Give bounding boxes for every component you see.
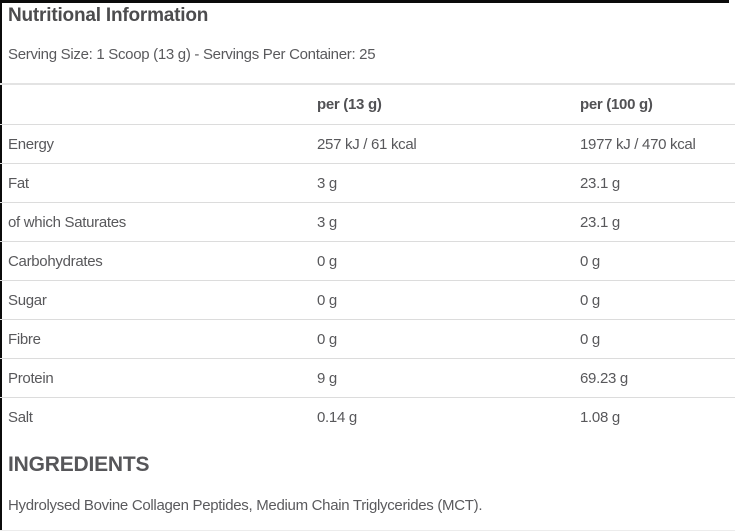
table-row: Fat 3 g 23.1 g: [0, 164, 735, 203]
row-label: Protein: [8, 369, 54, 387]
row-label: Fibre: [8, 330, 41, 348]
row-label: Salt: [8, 409, 33, 426]
row-label: Carbohydrates: [8, 252, 103, 270]
table-header-row: per (13 g) per (100 g): [0, 85, 735, 125]
column-header-per-serving: per (13 g): [317, 96, 382, 113]
nutrition-table: per (13 g) per (100 g) Energy 257 kJ / 6…: [0, 83, 735, 437]
table-row: Fibre 0 g 0 g: [0, 320, 735, 359]
nutrition-table-body: Energy 257 kJ / 61 kcal 1977 kJ / 470 kc…: [0, 125, 735, 437]
ingredients-text: Hydrolysed Bovine Collagen Peptides, Med…: [8, 497, 483, 514]
row-per-100g: 0 g: [580, 291, 600, 309]
row-per-100g: 69.23 g: [580, 369, 628, 387]
row-label: Sugar: [8, 291, 47, 309]
table-row: Salt 0.14 g 1.08 g: [0, 398, 735, 437]
row-per-serving: 9 g: [317, 369, 337, 387]
table-row: of which Saturates 3 g 23.1 g: [0, 203, 735, 242]
image-top-border: [0, 0, 729, 3]
row-per-100g: 23.1 g: [580, 213, 620, 231]
table-row: Sugar 0 g 0 g: [0, 281, 735, 320]
row-per-serving: 3 g: [317, 213, 337, 231]
row-label: Fat: [8, 174, 29, 192]
row-per-100g: 0 g: [580, 330, 600, 348]
row-per-serving: 0 g: [317, 291, 337, 309]
ingredients-heading: INGREDIENTS: [8, 453, 150, 476]
page-title: Nutritional Information: [8, 5, 209, 26]
row-per-serving: 0.14 g: [317, 409, 357, 426]
row-per-100g: 0 g: [580, 252, 600, 270]
row-per-serving: 3 g: [317, 174, 337, 192]
image-left-border: [0, 0, 2, 531]
column-header-per-100g: per (100 g): [580, 96, 653, 113]
table-row: Energy 257 kJ / 61 kcal 1977 kJ / 470 kc…: [0, 125, 735, 164]
row-per-serving: 0 g: [317, 330, 337, 348]
table-row: Protein 9 g 69.23 g: [0, 359, 735, 398]
row-per-serving: 0 g: [317, 252, 337, 270]
row-per-100g: 23.1 g: [580, 174, 620, 192]
row-per-100g: 1977 kJ / 470 kcal: [580, 135, 696, 153]
row-per-serving: 257 kJ / 61 kcal: [317, 135, 417, 153]
serving-info: Serving Size: 1 Scoop (13 g) - Servings …: [8, 46, 376, 63]
row-label: Energy: [8, 135, 54, 153]
table-row: Carbohydrates 0 g 0 g: [0, 242, 735, 281]
row-per-100g: 1.08 g: [580, 409, 620, 426]
row-label: of which Saturates: [8, 213, 126, 231]
